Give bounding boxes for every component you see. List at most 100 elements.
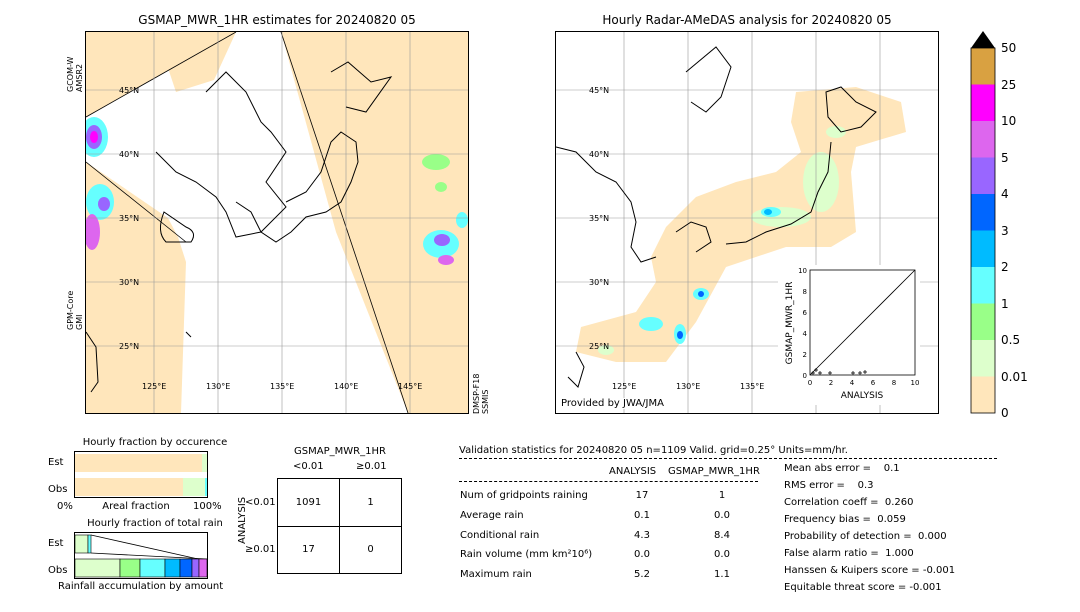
colorbar-label: 5: [1001, 151, 1009, 165]
contingency-col-header: ≥0.01: [356, 461, 387, 472]
validation-table-divider: [459, 481, 758, 482]
occurrence-row-est: Est: [48, 457, 64, 468]
inset-ytick: 2: [803, 351, 807, 359]
left-map: 45°N 40°N 35°N 30°N 25°N 125°E 130°E 135…: [85, 31, 469, 414]
right-lat-label: 40°N: [589, 150, 609, 159]
sat-label-gmi: GPM-Core GMI: [66, 290, 84, 330]
left-lon-label: 135°E: [270, 382, 294, 391]
validation-divider: [459, 458, 997, 459]
stat-gsmap: 0.0: [714, 510, 730, 521]
colorbar-extend-arrow: [971, 31, 995, 48]
left-map-canvas: 45°N 40°N 35°N 30°N 25°N 125°E 130°E 135…: [86, 32, 468, 413]
contingency-cell: 17: [302, 544, 315, 555]
occurrence-est-rain: [202, 454, 207, 472]
total-rain-xlabel: Rainfall accumulation by amount: [58, 581, 224, 592]
stat-analysis: 17: [635, 490, 649, 501]
stat-label: Conditional rain: [460, 530, 540, 541]
right-map-title: Hourly Radar-AMeDAS analysis for 2024082…: [602, 13, 892, 27]
stat-analysis: 0.0: [634, 549, 650, 560]
left-lon-label: 140°E: [334, 382, 358, 391]
stat-analysis: 0.1: [634, 510, 650, 521]
occurrence-obs-bar: [75, 478, 184, 496]
colorbar-label: 50: [1001, 41, 1016, 55]
stat-gsmap: 0.0: [714, 549, 730, 560]
inset-scatter-canvas: 0 2 4 6 8 10 0 2 4 6 8 10 ANALYSIS GSMAP…: [785, 267, 919, 401]
stat-analysis: 4.3: [634, 530, 650, 541]
colorbar-label: 3: [1001, 224, 1009, 238]
score-line: Hanssen & Kuipers score = -0.001: [784, 565, 956, 576]
right-lat-label: 25°N: [589, 342, 609, 351]
colorbar-label: 0.01: [1001, 370, 1028, 384]
stat-analysis: 5.2: [634, 569, 650, 580]
stat-gsmap: 8.4: [714, 530, 730, 541]
inset-ytick: 10: [798, 267, 807, 275]
left-map-title: GSMAP_MWR_1HR estimates for 20240820 05: [138, 13, 416, 27]
score-line: Mean abs error = 0.1: [784, 463, 900, 474]
inset-ytick: 8: [803, 288, 807, 296]
occurrence-chart: [74, 451, 208, 498]
inset-xtick: 8: [892, 379, 896, 387]
inset-xtick: 0: [808, 379, 812, 387]
right-lat-label: 35°N: [589, 214, 609, 223]
inset-xtick: 6: [871, 379, 876, 387]
colorbar-canvas: 50 25 10 5 4 3 2 1 0.5 0.01 0: [970, 31, 1028, 420]
left-lon-label: 125°E: [142, 382, 166, 391]
occurrence-x-mid: Areal fraction: [102, 501, 170, 512]
total-rain-row-est: Est: [48, 538, 64, 549]
score-line: Equitable threat score = -0.001: [784, 582, 942, 593]
stat-gsmap: 1: [718, 490, 726, 501]
contingency-row-header: <0.01: [245, 497, 276, 508]
stat-label: Maximum rain: [460, 569, 532, 580]
score-line: False alarm ratio = 1.000: [784, 548, 914, 559]
colorbar-label: 4: [1001, 187, 1009, 201]
contingency-col-header: <0.01: [293, 461, 324, 472]
colorbar-label: 2: [1001, 260, 1009, 274]
credit-text: Provided by JWA/JMA: [561, 398, 664, 409]
colorbar-label: 10: [1001, 114, 1016, 128]
left-lat-label: 25°N: [119, 342, 139, 351]
colorbar-label: 1: [1001, 297, 1009, 311]
stat-label: Average rain: [460, 510, 524, 521]
validation-header: Validation statistics for 20240820 05 n=…: [459, 445, 848, 456]
inset-scatter: 0 2 4 6 8 10 0 2 4 6 8 10 ANALYSIS GSMAP…: [778, 265, 920, 405]
right-lon-label: 135°E: [740, 382, 764, 391]
inset-xtick: 4: [850, 379, 855, 387]
left-lat-label: 30°N: [119, 278, 139, 287]
inset-ylabel: GSMAP_MWR_1HR: [785, 282, 795, 365]
left-lat-label: 45°N: [119, 86, 139, 95]
total-rain-chart: [74, 532, 208, 579]
right-lat-label: 30°N: [589, 278, 609, 287]
occurrence-est-bar: [75, 454, 203, 472]
contingency-title: GSMAP_MWR_1HR: [294, 446, 386, 457]
total-rain-row-obs: Obs: [48, 565, 68, 576]
inset-xlabel: ANALYSIS: [841, 391, 884, 401]
total-rain-title: Hourly fraction of total rain: [87, 518, 223, 529]
right-lon-label: 125°E: [612, 382, 636, 391]
contingency-cell: 0: [367, 544, 374, 555]
col-gsmap-header: GSMAP_MWR_1HR: [668, 466, 760, 477]
stat-label: Num of gridpoints raining: [460, 490, 588, 501]
sat-label-amsr2: GCOM-W AMSR2: [66, 56, 84, 92]
occurrence-title: Hourly fraction by occurence: [82, 437, 228, 448]
inset-ytick: 0: [803, 372, 807, 380]
score-line: RMS error = 0.3: [784, 480, 874, 491]
score-line: Correlation coeff = 0.260: [784, 497, 914, 508]
inset-ytick: 4: [803, 330, 808, 338]
col-analysis-header: ANALYSIS: [609, 466, 657, 477]
left-lat-label: 35°N: [119, 214, 139, 223]
swath-right: [281, 32, 468, 413]
total-rain-canvas: [74, 534, 208, 578]
contingency-table: 1091 1 17 0: [277, 478, 402, 574]
occurrence-x-left: 0%: [57, 501, 73, 512]
score-line: Frequency bias = 0.059: [784, 514, 906, 525]
left-lon-label: 145°E: [398, 382, 422, 391]
left-lon-label: 130°E: [206, 382, 230, 391]
right-lon-label: 130°E: [676, 382, 700, 391]
right-lat-label: 45°N: [589, 86, 609, 95]
score-line: Probability of detection = 0.000: [784, 531, 947, 542]
sat-label-ssmis: DMSP-F18 SSMIS: [472, 373, 490, 414]
contingency-row-header: ≥0.01: [245, 544, 276, 555]
colorbar-label: 25: [1001, 78, 1016, 92]
left-lat-label: 40°N: [119, 150, 139, 159]
contingency-cell: 1091: [295, 497, 322, 508]
